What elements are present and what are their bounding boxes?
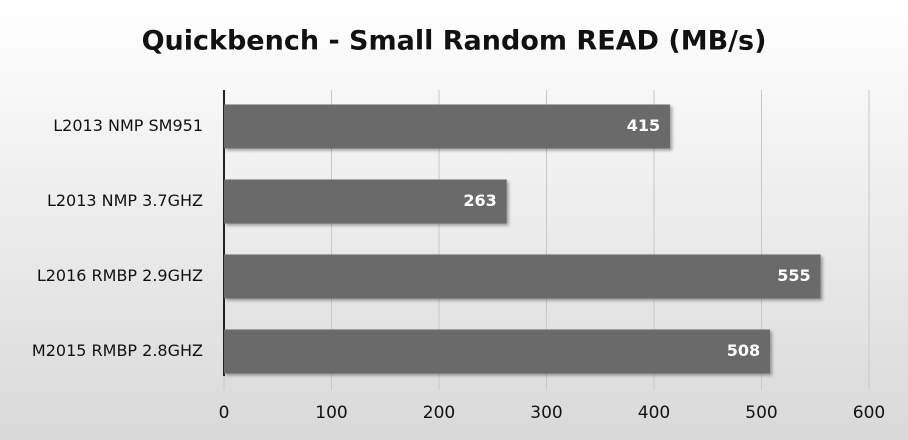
value-label: 263 — [463, 191, 496, 210]
x-tick-label: 300 — [530, 403, 562, 423]
y-tick-label: L2013 NMP SM951 — [53, 116, 203, 135]
y-tick-label: L2016 RMBP 2.9GHZ — [37, 266, 203, 285]
x-tick-label: 200 — [423, 403, 455, 423]
chart-title: Quickbench - Small Random READ (MB/s) — [142, 26, 767, 57]
y-tick-label: L2013 NMP 3.7GHZ — [47, 191, 203, 210]
x-tick-label: 600 — [853, 403, 885, 423]
value-label: 415 — [627, 116, 660, 135]
x-tick-label: 100 — [315, 403, 347, 423]
y-tick-label: M2015 RMBP 2.8GHZ — [32, 341, 203, 360]
bar — [224, 179, 507, 224]
bar — [224, 104, 671, 149]
bar — [224, 329, 771, 374]
x-tick-label: 0 — [219, 403, 230, 423]
x-tick-label: 500 — [745, 403, 777, 423]
x-tick-label: 400 — [638, 403, 670, 423]
value-label: 555 — [777, 266, 810, 285]
bar — [224, 254, 821, 299]
value-label: 508 — [727, 341, 760, 360]
